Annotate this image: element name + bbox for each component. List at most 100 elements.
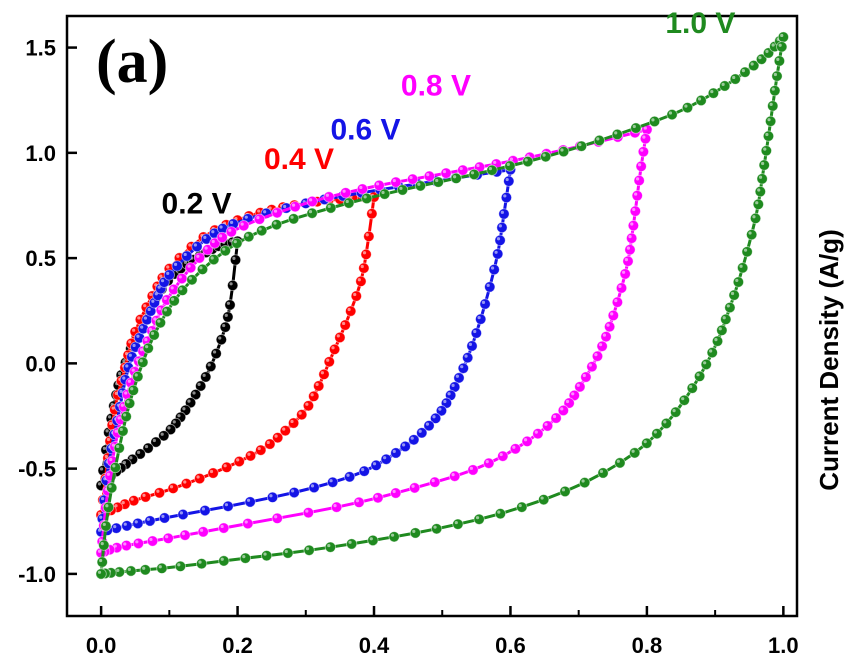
data-point-highlight [630,222,634,226]
data-point-highlight [635,177,640,181]
data-point-highlight [721,82,725,86]
data-point-highlight [188,276,192,280]
data-point [449,470,461,482]
data-point-highlight [99,467,104,471]
data-point [139,491,152,503]
data-point [106,482,118,494]
data-point-highlight [544,422,548,426]
data-point [142,342,154,354]
data-point-highlight [245,233,249,237]
data-point [287,417,300,429]
data-point-highlight [493,160,497,165]
data-point [370,459,382,471]
data-point-highlight [166,265,170,269]
data-point [641,437,653,449]
data-point [408,434,420,446]
data-point-highlight [776,57,780,61]
data-point-highlight [773,72,777,77]
y-tick-label: -0.5 [18,457,56,482]
data-point [538,494,550,506]
data-point-highlight [223,464,227,468]
data-point-highlight [204,246,208,250]
data-point [651,428,663,440]
x-tick-label: 0.2 [222,633,253,658]
data-point [303,544,315,556]
data-point-highlight [771,87,775,91]
data-point-highlight [718,327,722,331]
data-point [484,281,496,293]
data-point-highlight [233,240,237,244]
data-point [256,225,268,237]
data-point-highlight [202,373,206,377]
data-point [239,552,251,564]
data-point [741,246,753,258]
data-point-highlight [643,440,647,444]
data-point-highlight [571,392,575,396]
data-point [579,477,591,489]
data-point-highlight [392,489,396,494]
data-point-highlight [509,157,514,161]
data-point [729,73,741,85]
data-point-highlight [244,520,248,524]
data-point-highlight [145,345,149,349]
data-point-highlight [771,43,775,47]
data-point [302,507,315,519]
data-point-highlight [412,529,416,533]
data-point [496,221,508,234]
data-point-highlight [210,256,214,260]
data-point-highlight [258,227,262,231]
data-point-highlight [438,407,442,411]
data-point [361,192,373,205]
y-tick-label: 1.5 [25,36,56,61]
data-point-highlight [599,469,604,473]
data-point-highlight [176,254,180,258]
data-point-highlight [524,158,528,162]
data-point [624,244,636,256]
data-point-highlight [765,132,769,137]
data-point [462,352,474,364]
data-point-highlight [158,307,162,311]
data-point-highlight [161,514,165,518]
data-point-highlight [131,368,135,372]
data-point-highlight [490,266,495,270]
data-point-highlight [199,266,203,270]
data-point-highlight [97,549,102,553]
data-point [356,183,369,195]
data-point-highlight [218,336,222,340]
data-point-highlight [273,209,278,213]
data-point-highlight [97,482,102,486]
data-point [756,173,768,185]
data-point-highlight [512,445,516,449]
data-point [288,213,300,225]
data-point [372,492,384,504]
data-point [227,279,239,292]
data-point [244,496,256,508]
data-point-highlight [193,243,197,247]
data-point [600,331,612,343]
data-point-highlight [610,312,614,316]
data-point-highlight [464,354,468,358]
data-point-highlight [105,504,109,508]
data-point [626,232,638,244]
data-point-highlight [136,334,140,338]
data-point-highlight [128,340,132,344]
data-point [614,457,626,469]
data-point-highlight [496,237,501,241]
data-point [431,523,443,535]
data-point-highlight [336,334,340,338]
data-point-highlight [152,438,156,443]
data-point [630,122,642,134]
data-point [604,321,616,333]
data-point-highlight [290,419,294,424]
data-point [380,453,392,465]
data-point-highlight [123,542,127,546]
data-point-highlight [433,525,437,529]
data-point-highlight [266,440,270,445]
data-point [500,191,513,204]
data-point [271,512,283,524]
data-point-highlight [447,392,451,396]
data-point-highlight [684,104,688,108]
data-point-highlight [329,479,333,483]
data-point-highlight [130,497,134,501]
data-point-highlight [360,264,364,269]
